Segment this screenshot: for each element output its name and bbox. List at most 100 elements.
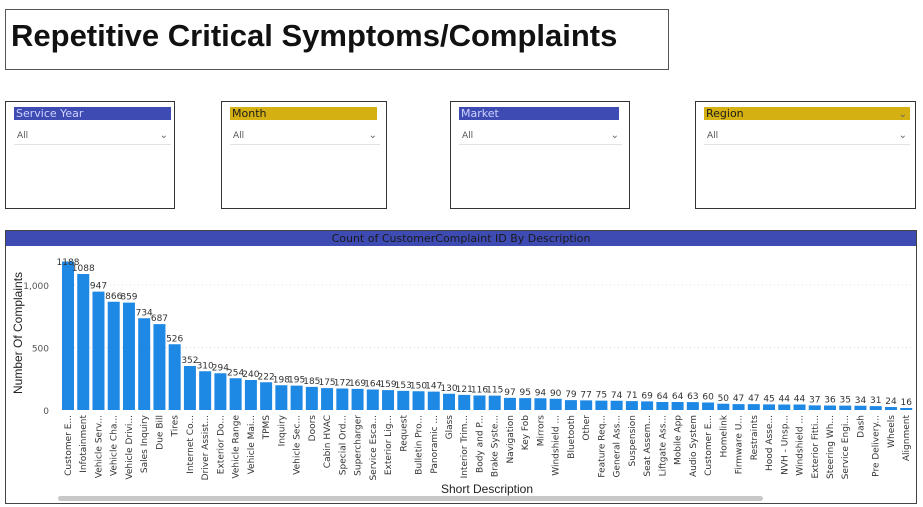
bar[interactable]	[92, 291, 105, 410]
bar[interactable]	[168, 344, 181, 410]
bar[interactable]	[549, 398, 562, 410]
slicer-header-region[interactable]: Region ⌄	[704, 107, 910, 120]
bar[interactable]	[397, 390, 410, 410]
bar[interactable]	[717, 403, 730, 410]
data-label: 47	[748, 394, 759, 404]
bar[interactable]	[321, 388, 334, 410]
bar[interactable]	[488, 395, 501, 410]
chevron-down-icon[interactable]: ⌄	[898, 130, 907, 141]
bar[interactable]	[793, 404, 806, 411]
data-label: 79	[565, 390, 577, 400]
chevron-down-icon[interactable]: ⌄	[610, 130, 619, 141]
bar[interactable]	[77, 274, 90, 410]
data-label: 37	[809, 395, 820, 405]
bar[interactable]	[214, 373, 227, 410]
page-title: Repetitive Critical Symptoms/Complaints	[11, 18, 618, 53]
chevron-down-icon[interactable]: ⌄	[159, 130, 168, 141]
bar[interactable]	[519, 398, 532, 410]
bar[interactable]	[839, 405, 852, 410]
bar[interactable]	[854, 405, 867, 410]
market-dropdown[interactable]: All ⌄	[459, 127, 622, 145]
x-tick-label: Seat Assem...	[643, 415, 653, 477]
x-tick-label: General Ass...	[613, 415, 623, 477]
bar[interactable]	[656, 402, 669, 410]
bar[interactable]	[808, 405, 821, 410]
bar[interactable]	[564, 400, 577, 410]
bar[interactable]	[275, 385, 288, 410]
bar[interactable]	[244, 380, 257, 410]
bar[interactable]	[153, 324, 166, 410]
bar[interactable]	[686, 402, 699, 410]
bar[interactable]	[884, 407, 897, 410]
bar[interactable]	[778, 404, 791, 411]
bar[interactable]	[412, 391, 425, 410]
bar[interactable]	[290, 385, 303, 410]
region-dropdown[interactable]: All ⌄	[704, 127, 910, 145]
bar[interactable]	[869, 406, 882, 410]
bar[interactable]	[382, 390, 395, 410]
bar[interactable]	[305, 386, 318, 410]
chevron-down-icon[interactable]: ⌄	[898, 109, 907, 120]
bar[interactable]	[443, 393, 455, 410]
slicer-header-month: Month	[230, 107, 377, 120]
bar[interactable]	[702, 402, 715, 411]
x-tick-label: Windshield ...	[796, 415, 806, 476]
bar[interactable]	[351, 388, 364, 410]
bar[interactable]	[183, 366, 196, 410]
bar[interactable]	[595, 400, 608, 410]
data-label: 115	[486, 386, 503, 396]
slicer-market[interactable]: Market All ⌄	[450, 101, 630, 209]
region-value: All	[707, 131, 719, 141]
bar[interactable]	[260, 382, 273, 410]
y-axis-ticks: 0 500 1,000	[23, 282, 49, 417]
bar[interactable]	[229, 378, 242, 410]
bar[interactable]	[625, 401, 638, 410]
chevron-down-icon[interactable]: ⌄	[368, 130, 377, 141]
bar[interactable]	[610, 400, 623, 410]
data-label: 240	[242, 370, 259, 380]
bar[interactable]	[427, 391, 440, 410]
bar[interactable]	[671, 402, 684, 410]
service-year-dropdown[interactable]: All ⌄	[14, 127, 171, 145]
bar[interactable]	[503, 397, 516, 410]
bar[interactable]	[62, 261, 74, 411]
bar[interactable]	[580, 400, 593, 410]
bar[interactable]	[747, 404, 760, 410]
month-value: All	[233, 131, 245, 141]
x-tick-label: Firmware U...	[735, 415, 745, 474]
bar[interactable]	[366, 389, 379, 411]
x-tick-label: Request	[399, 415, 409, 452]
slicer-service-year[interactable]: Service Year All ⌄	[5, 101, 175, 209]
bar[interactable]	[763, 404, 776, 410]
bar[interactable]	[473, 395, 486, 411]
horizontal-scrollbar[interactable]	[58, 496, 763, 501]
data-label: 130	[440, 384, 457, 394]
slicer-month[interactable]: Month All ⌄	[221, 101, 387, 209]
month-dropdown[interactable]: All ⌄	[230, 127, 380, 145]
bar[interactable]	[199, 371, 212, 410]
data-label: 64	[657, 392, 669, 402]
bar[interactable]	[107, 301, 120, 410]
data-labels: 1188108894786685973468752635231029425424…	[57, 258, 913, 408]
bar[interactable]	[641, 401, 654, 410]
x-tick-label: Vehicle Cha...	[110, 415, 120, 476]
bar[interactable]	[138, 318, 151, 410]
data-label: 77	[580, 390, 591, 400]
x-tick-label: Exterior Lig...	[384, 415, 394, 475]
bar[interactable]	[534, 398, 547, 410]
gridlines	[62, 284, 911, 348]
x-tick-label: Service Engi...	[841, 415, 851, 479]
data-label: 150	[410, 381, 427, 391]
x-tick-label: Homelink	[719, 414, 729, 457]
x-tick-label: Body and P...	[475, 415, 485, 473]
x-tick-label: Sales Inquiry	[140, 414, 150, 473]
bar[interactable]	[900, 408, 913, 410]
bar[interactable]	[336, 388, 349, 411]
bar[interactable]	[824, 405, 836, 411]
slicer-region[interactable]: Region ⌄ All ⌄	[695, 101, 916, 209]
x-tick-label: Inquiry	[277, 414, 287, 446]
bar[interactable]	[732, 404, 745, 410]
bar[interactable]	[122, 302, 135, 410]
x-tick-label: Audio System	[689, 415, 699, 477]
bar[interactable]	[458, 394, 471, 410]
